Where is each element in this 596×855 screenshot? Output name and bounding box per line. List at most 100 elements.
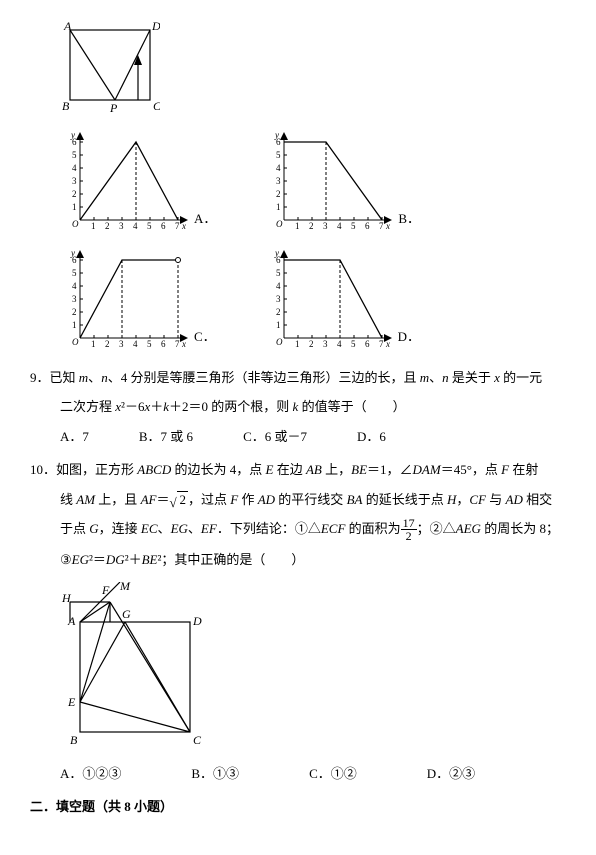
svg-text:O: O (72, 337, 79, 347)
chart-row-2: 1234567 123456 Oxy C． 1234567 123456 (30, 248, 566, 348)
svg-text:5: 5 (351, 339, 356, 348)
svg-text:y: y (274, 130, 279, 140)
q9-line1: 9．已知 m、n、4 分别是等腰三角形（非等边三角形）三边的长，且 m、n 是关… (30, 366, 566, 389)
chart-A: 1234567 123456 O x y (60, 130, 190, 230)
opt-A-label: A． (194, 207, 216, 230)
svg-text:4: 4 (337, 221, 342, 230)
svg-text:F: F (101, 583, 110, 597)
svg-text:A: A (67, 614, 76, 628)
svg-text:7: 7 (175, 339, 180, 348)
svg-text:4: 4 (337, 339, 342, 348)
svg-text:4: 4 (276, 163, 281, 173)
svg-text:6: 6 (161, 339, 166, 348)
q9-opt-A: A．7 (60, 425, 89, 448)
q9-options: A．7 B．7 或 6 C．6 或－7 D．6 (30, 425, 566, 448)
svg-text:3: 3 (323, 339, 328, 348)
svg-text:H: H (61, 591, 72, 605)
svg-text:2: 2 (276, 307, 281, 317)
opt-C-label: C． (194, 325, 216, 348)
svg-text:6: 6 (365, 339, 370, 348)
svg-text:4: 4 (276, 281, 281, 291)
svg-text:7: 7 (379, 339, 384, 348)
q9-line2: 二次方程 x²－6x＋k＋2＝0 的两个根，则 k 的值等于（ ） (30, 395, 566, 418)
svg-text:M: M (119, 582, 131, 593)
svg-text:3: 3 (119, 221, 124, 230)
svg-text:1: 1 (91, 339, 96, 348)
figure-svg: A D B C P (60, 20, 160, 115)
chart-row-1: 1234567 123456 O x y A． 1234567 123456 (30, 130, 566, 230)
svg-text:5: 5 (147, 339, 152, 348)
q10-opt-B: B．①③ (191, 762, 239, 785)
svg-text:2: 2 (72, 189, 77, 199)
label-P: P (109, 101, 118, 115)
svg-text:3: 3 (276, 176, 281, 186)
q10-line4: ③EG²＝DG²＋BE²；其中正确的是（ ） (30, 548, 566, 571)
svg-text:7: 7 (175, 221, 180, 230)
svg-text:O: O (276, 219, 283, 229)
svg-text:6: 6 (161, 221, 166, 230)
opt-B-label: B． (398, 207, 420, 230)
svg-text:C: C (193, 733, 202, 747)
q10-opt-D: D．②③ (427, 762, 475, 785)
svg-text:4: 4 (133, 221, 138, 230)
chart-B: 1234567 123456 Oxy (264, 130, 394, 230)
svg-text:2: 2 (276, 189, 281, 199)
svg-text:B: B (70, 733, 78, 747)
q9-opt-D: D．6 (357, 425, 386, 448)
svg-text:y: y (70, 248, 75, 258)
svg-text:1: 1 (72, 202, 77, 212)
svg-text:1: 1 (295, 339, 300, 348)
svg-text:2: 2 (105, 221, 110, 230)
svg-text:3: 3 (323, 221, 328, 230)
svg-text:7: 7 (379, 221, 384, 230)
svg-text:O: O (276, 337, 283, 347)
q10-line2: 线 AM 上，且 AF＝2，过点 F 作 AD 的平行线交 BA 的延长线于点 … (30, 488, 566, 511)
top-figure: A D B C P (60, 20, 566, 115)
q10-options: A．①②③ B．①③ C．①② D．②③ (30, 762, 566, 785)
q9-opt-B: B．7 或 6 (139, 425, 193, 448)
svg-text:y: y (70, 130, 75, 140)
svg-text:O: O (72, 219, 79, 229)
svg-text:G: G (122, 607, 131, 621)
svg-text:3: 3 (72, 176, 77, 186)
svg-text:D: D (192, 614, 202, 628)
chart-D: 1234567 123456 Oxy (264, 248, 394, 348)
svg-text:1: 1 (276, 202, 281, 212)
q10-line3: 于点 G，连接 EC、EG、EF．下列结论：①△ECF 的面积为172；②△AE… (30, 517, 566, 543)
q10-svg: H F M A G D E B C (60, 582, 210, 752)
opt-D-label: D． (398, 325, 420, 348)
svg-text:6: 6 (365, 221, 370, 230)
svg-text:5: 5 (147, 221, 152, 230)
q10-figure: H F M A G D E B C (60, 582, 566, 752)
svg-text:3: 3 (276, 294, 281, 304)
svg-text:5: 5 (72, 150, 77, 160)
label-D: D (151, 20, 160, 33)
svg-text:1: 1 (276, 320, 281, 330)
svg-text:4: 4 (133, 339, 138, 348)
svg-text:x: x (181, 339, 186, 348)
svg-text:2: 2 (309, 221, 314, 230)
svg-text:1: 1 (295, 221, 300, 230)
svg-text:3: 3 (119, 339, 124, 348)
svg-text:5: 5 (351, 221, 356, 230)
svg-text:2: 2 (309, 339, 314, 348)
svg-text:x: x (385, 221, 390, 230)
svg-text:1: 1 (91, 221, 96, 230)
label-C: C (153, 99, 160, 113)
svg-text:E: E (67, 695, 76, 709)
svg-text:5: 5 (276, 150, 281, 160)
chart-C: 1234567 123456 Oxy (60, 248, 190, 348)
q9-opt-C: C．6 或－7 (243, 425, 307, 448)
svg-text:x: x (385, 339, 390, 348)
q10-opt-A: A．①②③ (60, 762, 121, 785)
svg-text:4: 4 (72, 281, 77, 291)
svg-text:2: 2 (105, 339, 110, 348)
q10-opt-C: C．①② (309, 762, 357, 785)
svg-text:4: 4 (72, 163, 77, 173)
svg-text:1: 1 (72, 320, 77, 330)
section-2-title: 二．填空题（共 8 小题） (30, 795, 566, 818)
q10-line1: 10．如图，正方形 ABCD 的边长为 4，点 E 在边 AB 上，BE＝1，∠… (30, 458, 566, 481)
svg-text:y: y (274, 248, 279, 258)
label-A: A (63, 20, 72, 33)
svg-text:3: 3 (72, 294, 77, 304)
